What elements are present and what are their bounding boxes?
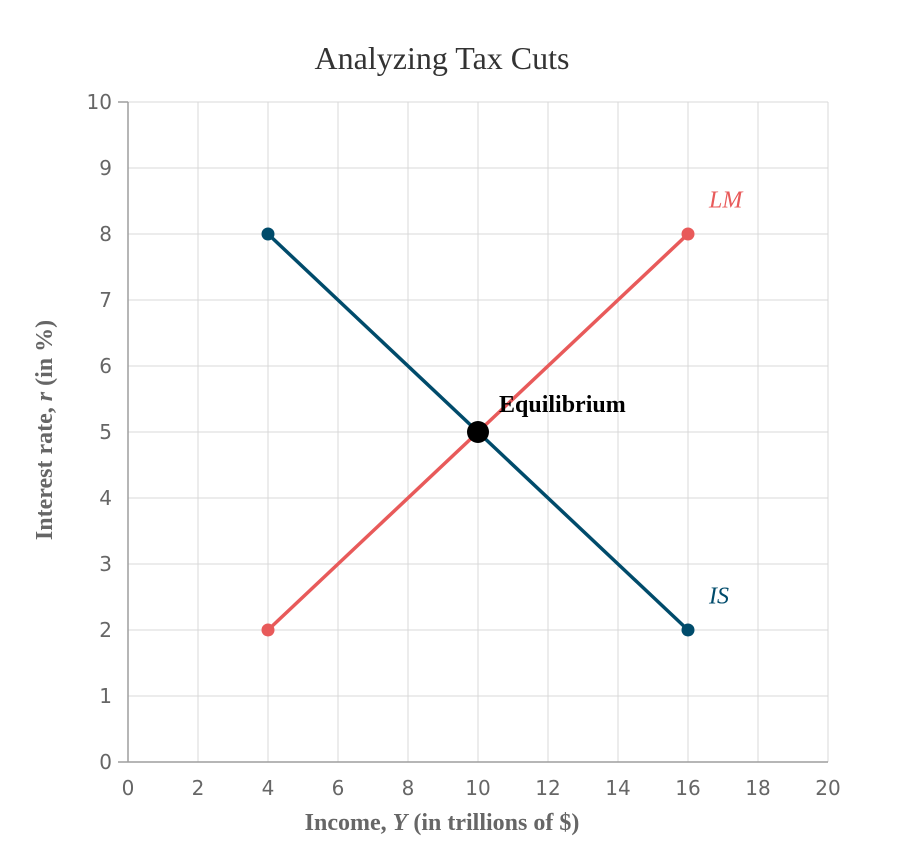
y-tick-label: 8 [99,222,112,246]
is-label: IS [708,584,729,610]
annotations-group: Equilibrium [467,392,626,443]
axes [118,101,828,763]
chart-title: Analyzing Tax Cuts [315,40,570,76]
gridlines [128,101,829,762]
y-tick-label: 0 [99,750,112,774]
x-tick-label: 2 [192,776,205,800]
x-tick-label: 4 [262,776,275,800]
is-endpoint [681,623,695,637]
x-tick-label: 8 [402,776,415,800]
equilibrium-label: Equilibrium [499,392,626,418]
y-tick-label: 7 [99,288,112,312]
y-axis-label: Interest rate, r (in %) [32,320,58,540]
lm-label: LM [708,188,744,214]
equilibrium-point [467,421,489,443]
y-tick-label: 9 [99,156,112,180]
y-tick-label: 5 [99,420,112,444]
x-tick-label: 16 [675,776,700,800]
y-tick-label: 6 [99,354,112,378]
y-tick-label: 3 [99,552,112,576]
x-tick-label: 6 [332,776,345,800]
x-axis-label: Income, Y (in trillions of $) [305,810,580,836]
is-endpoint [261,227,275,241]
x-tick-label: 20 [815,776,840,800]
y-tick-label: 10 [87,90,112,114]
x-tick-label: 12 [535,776,560,800]
lm-endpoint [681,227,695,241]
y-tick-label: 4 [99,486,112,510]
y-tick-label: 2 [99,618,112,642]
y-tick-label: 1 [99,684,112,708]
x-tick-label: 10 [465,776,490,800]
x-tick-label: 14 [605,776,630,800]
x-tick-label: 0 [122,776,135,800]
x-tick-label: 18 [745,776,770,800]
lm-endpoint [261,623,275,637]
